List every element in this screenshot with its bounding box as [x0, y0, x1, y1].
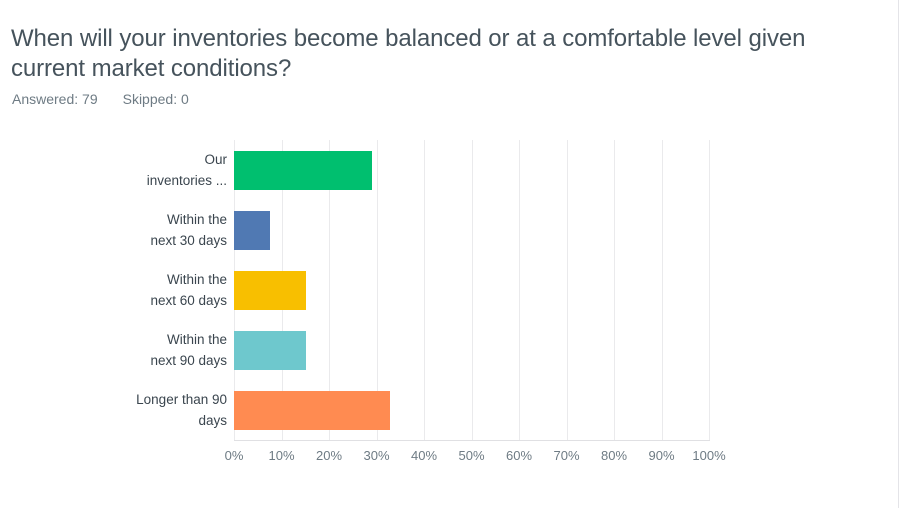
gridline — [329, 140, 330, 440]
gridline — [519, 140, 520, 440]
category-label: Within the next 90 days — [150, 332, 227, 368]
category-label: Longer than 90 days — [136, 392, 227, 428]
gridline — [661, 140, 663, 440]
chart-row: Our inventories ... — [0, 140, 898, 200]
answered-count: Answered: 79 — [12, 91, 98, 107]
response-meta: Answered: 79 Skipped: 0 — [12, 91, 189, 107]
chart-row: Within the next 90 days — [0, 320, 898, 380]
gridline — [376, 140, 378, 440]
x-axis-tick-label: 60% — [505, 448, 533, 463]
data-bar — [234, 151, 373, 190]
x-axis-tick-label: 50% — [458, 448, 485, 463]
x-axis-tick-label: 90% — [648, 448, 675, 463]
x-axis-tick-label: 10% — [268, 448, 295, 463]
data-bar — [234, 331, 307, 370]
gridline — [709, 140, 710, 440]
category-label: Within the next 30 days — [150, 212, 227, 248]
x-axis-line — [234, 440, 710, 441]
horizontal-bar-chart: Our inventories ... Within the next 30 days… — [0, 140, 898, 480]
x-axis-tick-label: 100% — [692, 448, 726, 463]
category-label: Our inventories ... — [146, 152, 227, 188]
x-axis-tick-label: 80% — [600, 448, 628, 463]
gridline — [471, 140, 473, 440]
x-axis-tick-label: 30% — [363, 448, 390, 463]
question-title: When will your inventories become balanc… — [11, 25, 806, 82]
gridline — [566, 140, 568, 440]
chart-row: Within the next 60 days — [0, 260, 898, 320]
gridline — [424, 140, 425, 440]
data-bar — [234, 211, 271, 250]
gridline — [614, 140, 615, 440]
x-axis-tick-label: 70% — [553, 448, 580, 463]
x-axis-tick-label: 40% — [410, 448, 438, 463]
data-bar — [234, 391, 391, 430]
skipped-count: Skipped: 0 — [122, 91, 189, 107]
x-axis-tick-label: 20% — [315, 448, 343, 463]
chart-row: Within the next 30 days — [0, 200, 898, 260]
x-axis-tick-label: 0% — [224, 448, 244, 463]
category-label: Within the next 60 days — [150, 272, 227, 308]
data-bar — [234, 271, 307, 310]
chart-row: Longer than 90 days — [0, 380, 898, 440]
